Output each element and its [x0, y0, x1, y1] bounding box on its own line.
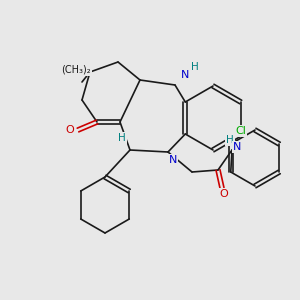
Text: (CH₃)₂: (CH₃)₂ [61, 65, 91, 75]
Text: O: O [220, 189, 228, 199]
Text: H: H [118, 133, 126, 143]
Text: Cl: Cl [235, 126, 246, 136]
Text: N: N [233, 142, 241, 152]
Text: O: O [66, 125, 74, 135]
Text: N: N [169, 155, 177, 165]
Text: H: H [226, 135, 234, 145]
Text: H: H [191, 62, 199, 72]
Text: N: N [181, 70, 189, 80]
